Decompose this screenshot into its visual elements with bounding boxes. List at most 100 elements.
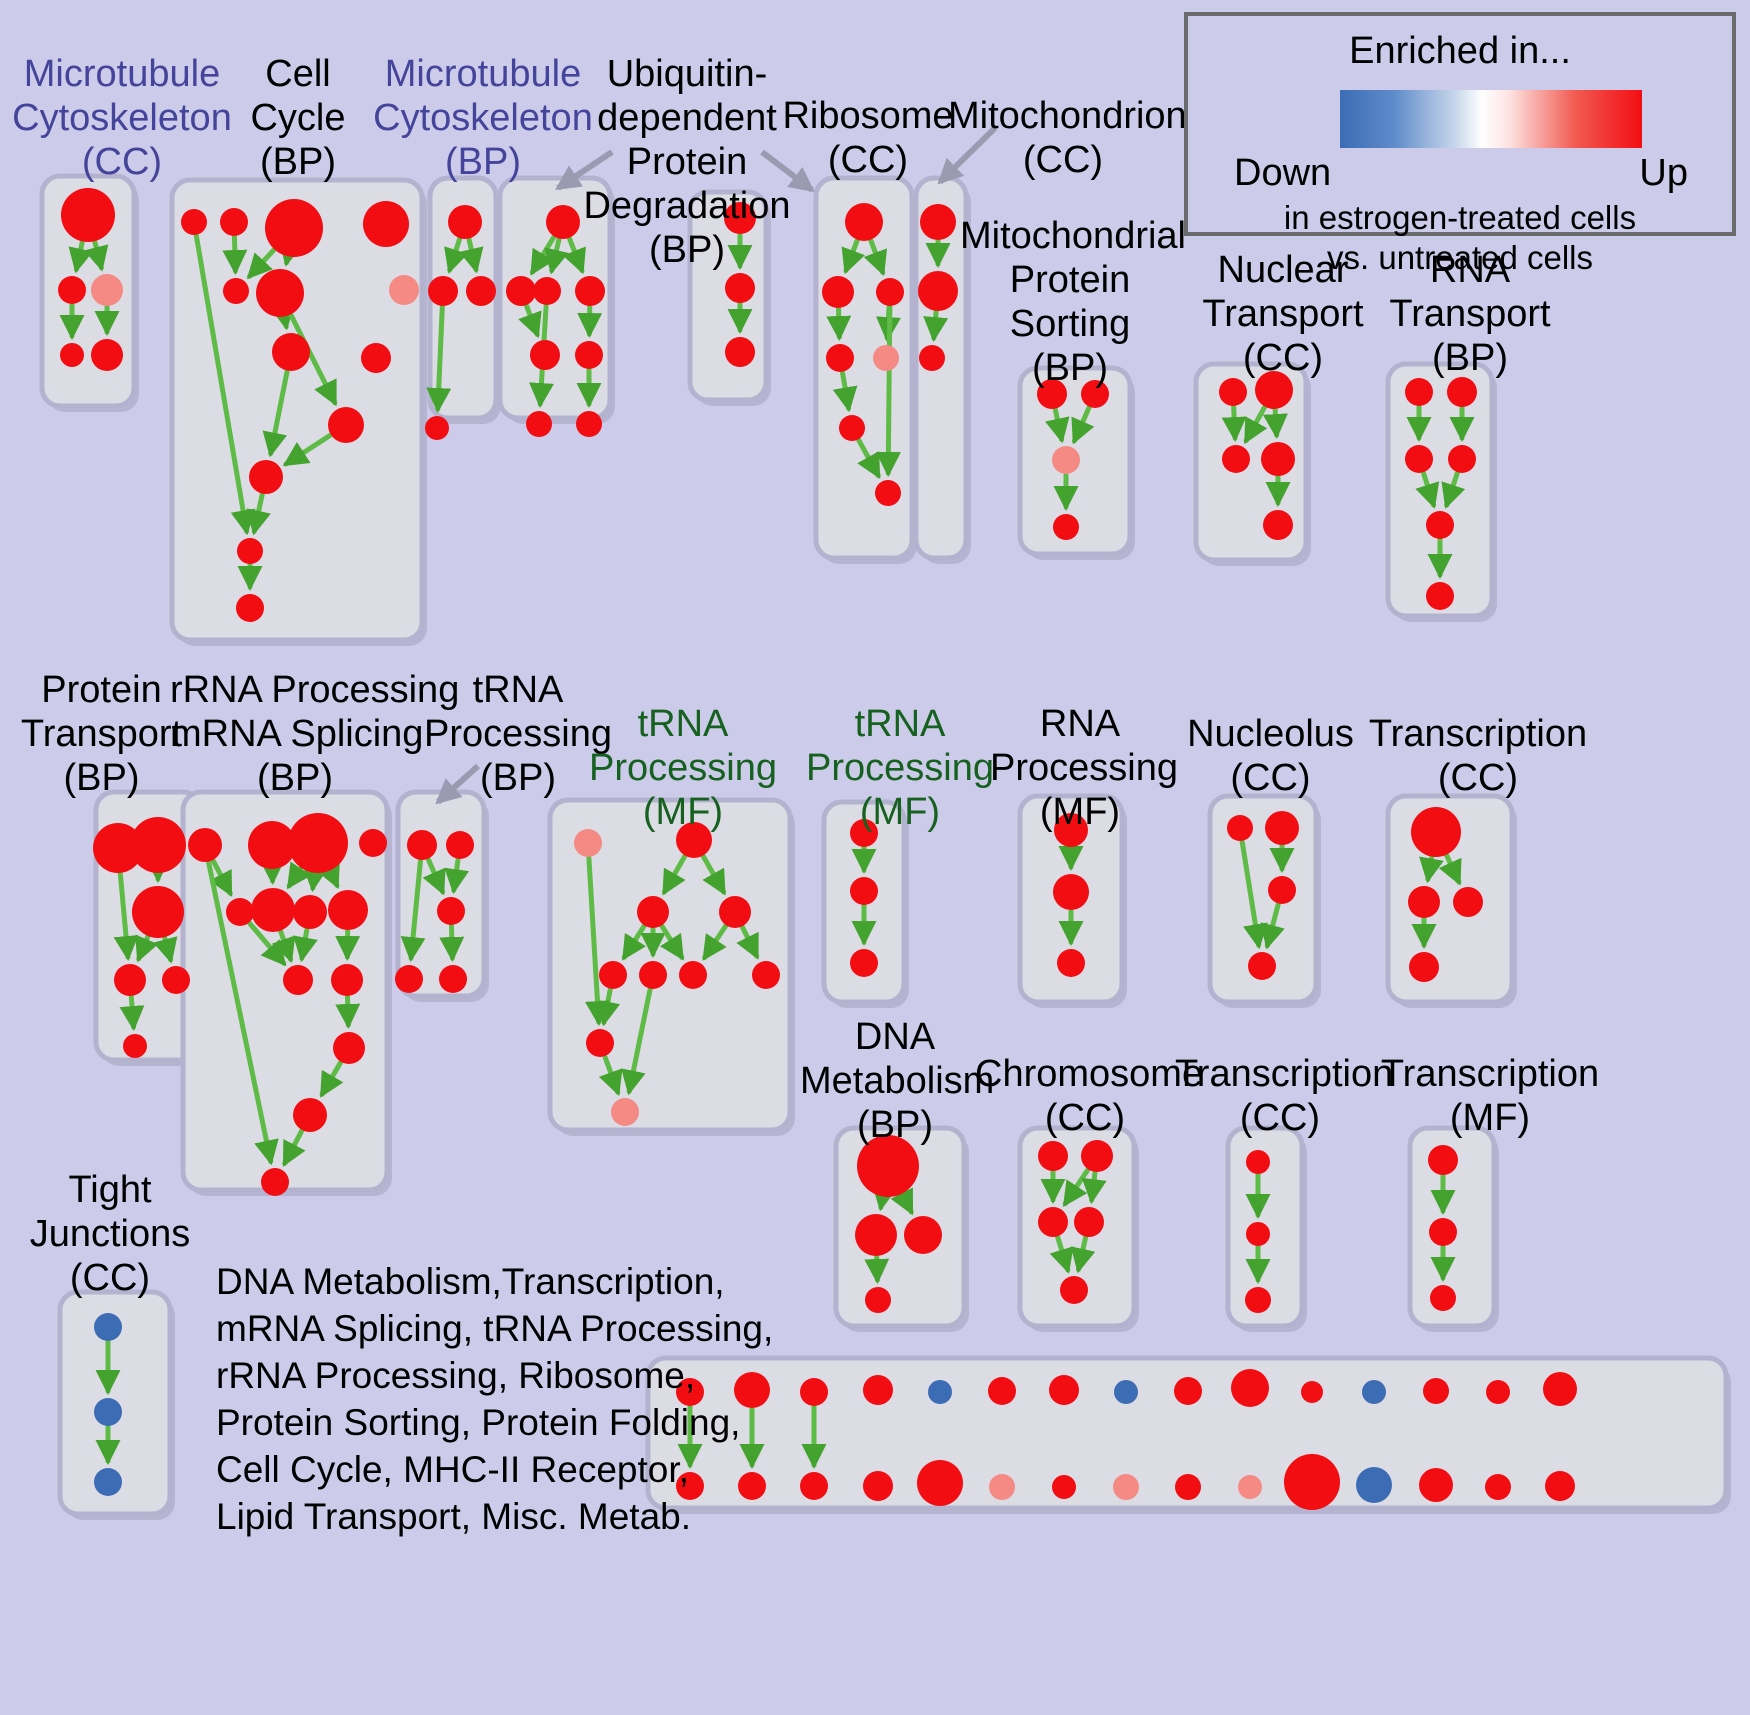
network-node bbox=[58, 276, 86, 304]
network-node bbox=[395, 965, 423, 993]
network-edge bbox=[282, 1128, 306, 1167]
network-node bbox=[130, 817, 186, 873]
network-node bbox=[328, 890, 368, 930]
network-node bbox=[223, 278, 249, 304]
network-node bbox=[446, 831, 474, 859]
network-node bbox=[904, 1216, 942, 1254]
legend-down-label: Down bbox=[1234, 152, 1332, 194]
network-node bbox=[283, 965, 313, 995]
pointer-arrows-layer bbox=[435, 125, 998, 805]
network-edge bbox=[293, 927, 318, 963]
network-node bbox=[850, 949, 878, 977]
network-node bbox=[94, 1313, 122, 1341]
network-edge bbox=[459, 237, 484, 274]
network-node bbox=[839, 415, 865, 441]
network-edge bbox=[319, 1060, 344, 1098]
network-node bbox=[132, 886, 184, 938]
network-node bbox=[91, 274, 123, 306]
misc-category-line: Protein Sorting, Protein Folding, bbox=[216, 1402, 741, 1443]
network-node bbox=[1268, 876, 1296, 904]
network-node bbox=[611, 1098, 639, 1126]
network-node bbox=[1238, 1475, 1262, 1499]
network-node bbox=[1175, 1474, 1201, 1500]
network-edge bbox=[222, 234, 248, 276]
network-edge bbox=[286, 861, 312, 890]
network-edge bbox=[826, 306, 852, 342]
network-node bbox=[752, 961, 780, 989]
network-edge bbox=[1260, 902, 1285, 950]
network-node bbox=[1053, 874, 1089, 910]
legend-subtitle-line1: in estrogen-treated cells bbox=[1283, 199, 1637, 236]
network-node bbox=[1545, 1471, 1575, 1501]
network-node bbox=[1081, 380, 1109, 408]
network-node bbox=[917, 1460, 963, 1506]
network-node bbox=[1081, 1140, 1113, 1172]
network-edge bbox=[872, 1184, 897, 1212]
edges-layer bbox=[59, 232, 1475, 1470]
network-node bbox=[1356, 1467, 1392, 1503]
network-node bbox=[1246, 1222, 1270, 1246]
network-node bbox=[1448, 445, 1476, 473]
network-edge bbox=[700, 854, 727, 896]
network-node bbox=[1486, 1380, 1510, 1404]
network-node bbox=[1430, 1285, 1456, 1311]
network-node bbox=[439, 965, 467, 993]
network-edge bbox=[278, 239, 304, 267]
network-node bbox=[800, 1472, 828, 1500]
network-node bbox=[181, 209, 207, 235]
network-edge bbox=[544, 237, 569, 275]
network-node bbox=[637, 896, 669, 928]
network-edge bbox=[1415, 470, 1440, 509]
network-node bbox=[1408, 886, 1440, 918]
network-node bbox=[251, 888, 295, 932]
network-edge bbox=[193, 233, 256, 536]
network-node bbox=[919, 345, 945, 371]
network-node bbox=[546, 205, 580, 239]
network-node bbox=[875, 480, 901, 506]
network-edge bbox=[444, 236, 468, 274]
network-edge bbox=[1239, 839, 1268, 950]
network-node bbox=[989, 1474, 1015, 1500]
network-edge bbox=[1243, 405, 1268, 445]
network-node bbox=[114, 964, 146, 996]
network-node bbox=[188, 828, 222, 862]
network-node bbox=[1037, 379, 1067, 409]
network-edge bbox=[702, 923, 729, 961]
network-edge bbox=[135, 934, 159, 963]
network-edge bbox=[659, 923, 685, 961]
network-node bbox=[725, 337, 755, 367]
network-node bbox=[123, 1034, 147, 1058]
network-node bbox=[93, 823, 143, 873]
network-edge bbox=[621, 987, 653, 1096]
network-edge bbox=[262, 369, 290, 458]
network-edge bbox=[1262, 407, 1288, 440]
pointer-arrow bbox=[760, 149, 815, 193]
network-node bbox=[1053, 514, 1079, 540]
network-node bbox=[599, 961, 627, 989]
network-node bbox=[676, 822, 712, 858]
network-node bbox=[1263, 510, 1293, 540]
network-edge bbox=[1071, 405, 1095, 445]
network-node bbox=[1405, 378, 1433, 406]
misc-category-line: DNA Metabolism,Transcription, bbox=[216, 1261, 725, 1302]
legend-up-label: Up bbox=[1639, 152, 1688, 194]
network-node bbox=[676, 1378, 704, 1406]
network-node bbox=[1246, 1150, 1270, 1174]
nodes-layer bbox=[58, 188, 1577, 1510]
network-edge bbox=[598, 1054, 623, 1097]
network-node bbox=[679, 961, 707, 989]
network-node bbox=[288, 813, 348, 873]
network-node bbox=[226, 898, 254, 926]
network-node bbox=[863, 1471, 893, 1501]
network-edge bbox=[246, 247, 277, 280]
network-node bbox=[1411, 807, 1461, 857]
network-node bbox=[988, 1377, 1016, 1405]
network-edge bbox=[856, 437, 881, 480]
network-node bbox=[328, 407, 364, 443]
network-node bbox=[1074, 1207, 1104, 1237]
network-node bbox=[1453, 887, 1483, 917]
network-node bbox=[448, 205, 482, 239]
network-node bbox=[575, 341, 603, 369]
network-node bbox=[1543, 1372, 1577, 1406]
